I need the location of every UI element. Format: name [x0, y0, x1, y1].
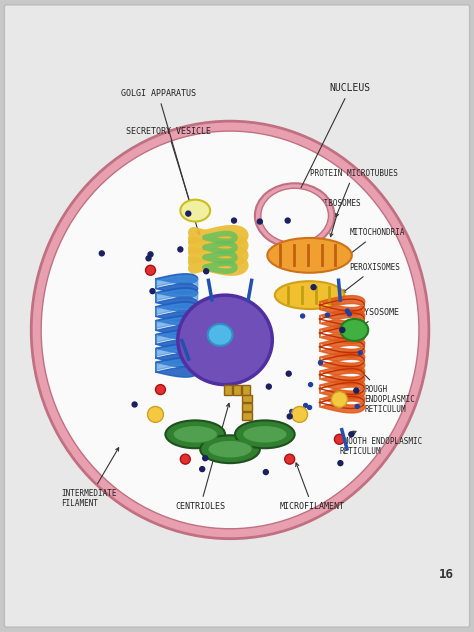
Circle shape — [285, 454, 295, 464]
Circle shape — [311, 284, 316, 289]
Circle shape — [150, 289, 155, 294]
Circle shape — [228, 346, 233, 351]
Circle shape — [353, 384, 357, 387]
Text: PEROXISOMES: PEROXISOMES — [343, 264, 400, 293]
Bar — [233, 385, 241, 394]
Ellipse shape — [340, 319, 368, 341]
Ellipse shape — [275, 281, 345, 309]
Circle shape — [353, 318, 357, 322]
Ellipse shape — [165, 420, 225, 448]
Circle shape — [335, 434, 345, 444]
Circle shape — [197, 348, 202, 353]
Text: MITOCHONDRIA: MITOCHONDRIA — [347, 229, 405, 256]
Circle shape — [292, 406, 308, 422]
Ellipse shape — [261, 188, 328, 243]
Ellipse shape — [200, 435, 260, 463]
Circle shape — [146, 265, 155, 276]
Bar — [242, 385, 250, 394]
Circle shape — [231, 218, 237, 223]
Circle shape — [319, 325, 322, 329]
Circle shape — [147, 406, 164, 422]
Circle shape — [203, 456, 208, 461]
Circle shape — [266, 384, 271, 389]
Text: PROTEIN MICROTUBUES: PROTEIN MICROTUBUES — [310, 169, 397, 217]
Circle shape — [307, 340, 310, 344]
Text: CENTRIOLES: CENTRIOLES — [175, 403, 230, 511]
Text: LYSOSOME: LYSOSOME — [358, 308, 399, 329]
Circle shape — [200, 466, 205, 471]
Ellipse shape — [208, 441, 253, 458]
Bar — [224, 385, 232, 394]
Text: GOLGI APPARATUS: GOLGI APPARATUS — [121, 89, 200, 234]
Circle shape — [312, 331, 317, 335]
Circle shape — [285, 218, 290, 223]
Ellipse shape — [31, 121, 429, 538]
Circle shape — [264, 470, 268, 475]
Circle shape — [340, 327, 345, 332]
Text: 16: 16 — [439, 568, 454, 581]
Circle shape — [360, 382, 364, 387]
FancyBboxPatch shape — [4, 5, 470, 627]
Bar — [242, 413, 252, 420]
Circle shape — [354, 388, 359, 393]
Circle shape — [146, 256, 151, 261]
Circle shape — [132, 402, 137, 407]
Text: NUCLEUS: NUCLEUS — [296, 83, 371, 197]
Circle shape — [331, 392, 347, 408]
Text: SMOOTH ENDOPLASMIC
RETICULUM: SMOOTH ENDOPLASMIC RETICULUM — [339, 431, 423, 456]
Circle shape — [204, 269, 209, 274]
Bar — [242, 403, 252, 411]
Circle shape — [200, 319, 205, 324]
Circle shape — [364, 375, 368, 379]
Circle shape — [100, 251, 104, 256]
Text: ROUGH
ENDOPLASMIC
RETICULUM: ROUGH ENDOPLASMIC RETICULUM — [357, 368, 415, 415]
Circle shape — [155, 385, 165, 394]
Circle shape — [331, 394, 336, 398]
Circle shape — [374, 367, 378, 371]
Circle shape — [295, 408, 299, 411]
Circle shape — [186, 211, 191, 216]
Circle shape — [178, 247, 183, 252]
Circle shape — [148, 252, 153, 257]
Ellipse shape — [235, 420, 295, 448]
Ellipse shape — [173, 425, 218, 443]
Circle shape — [286, 371, 291, 376]
Ellipse shape — [255, 183, 335, 248]
Circle shape — [346, 310, 349, 314]
Text: MICROFILAMENT: MICROFILAMENT — [280, 463, 345, 511]
Ellipse shape — [41, 131, 419, 529]
Ellipse shape — [180, 200, 210, 222]
Bar — [242, 394, 252, 403]
Circle shape — [180, 454, 190, 464]
Text: SECRETORY VESICLE: SECRETORY VESICLE — [126, 127, 210, 210]
Circle shape — [338, 461, 343, 466]
Circle shape — [257, 219, 262, 224]
Ellipse shape — [267, 238, 352, 273]
Circle shape — [349, 432, 354, 437]
Ellipse shape — [178, 295, 272, 385]
Circle shape — [319, 389, 323, 392]
Ellipse shape — [208, 324, 233, 346]
Ellipse shape — [243, 425, 287, 443]
Circle shape — [287, 414, 292, 419]
Text: INTERMEDIATE
FILAMENT: INTERMEDIATE FILAMENT — [61, 447, 118, 508]
Text: RIBOSOMES: RIBOSOMES — [319, 198, 361, 236]
